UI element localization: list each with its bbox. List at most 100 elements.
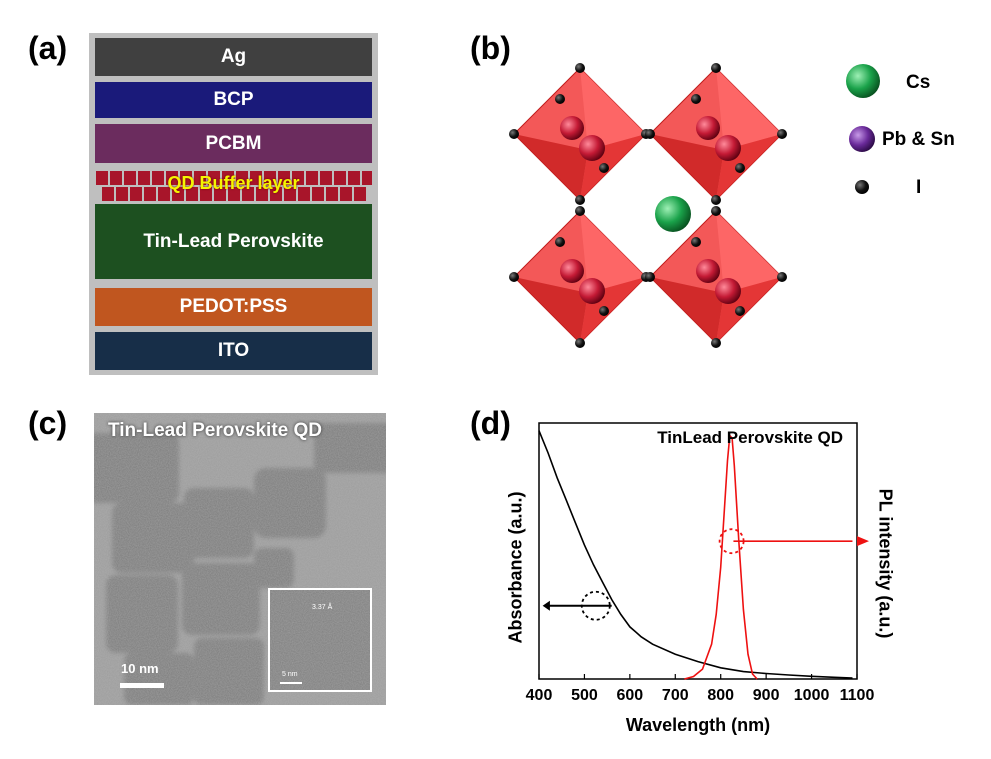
- tem-title: Tin-Lead Perovskite QD: [108, 420, 322, 441]
- plot-frame: [538, 422, 858, 680]
- qd-block: [194, 171, 206, 185]
- qd-block: [208, 171, 220, 185]
- qd-block: [340, 187, 352, 201]
- qd-block: [130, 187, 142, 201]
- qd-block: [348, 171, 360, 185]
- layer-pedot-pss: PEDOT:PSS: [95, 288, 372, 326]
- qd-block: [306, 171, 318, 185]
- legend-cs: Cs: [906, 72, 931, 93]
- octahedron: [645, 63, 787, 205]
- iodine-atom: [555, 237, 565, 247]
- qd-block: [116, 187, 128, 201]
- iodine-atom: [509, 272, 519, 282]
- octahedron: [509, 206, 651, 348]
- qd-block: [110, 171, 122, 185]
- qd-block: [312, 187, 324, 201]
- scale-bar-label: 10 nm: [121, 661, 159, 676]
- legend-pb-sn: Pb & Sn: [882, 129, 955, 150]
- black-sphere-icon: [855, 180, 869, 194]
- y-axis-title-right: PL intensity (a.u.): [875, 488, 896, 639]
- iodine-atom: [599, 306, 609, 316]
- iodine-atom: [645, 129, 655, 139]
- iodine-atom: [711, 63, 721, 73]
- qd-block: [96, 171, 108, 185]
- x-tick-label: 800: [707, 687, 734, 704]
- qd-block: [270, 187, 282, 201]
- iodine-atom: [777, 129, 787, 139]
- iodine-atom: [711, 206, 721, 216]
- iodine-atom: [575, 206, 585, 216]
- qd-block: [166, 171, 178, 185]
- metal-atom: [560, 259, 584, 283]
- scale-bar: [120, 683, 164, 688]
- qd-block: [278, 171, 290, 185]
- panel-label-a: (a): [28, 30, 68, 66]
- qd-block: [298, 187, 310, 201]
- iodine-atom: [599, 163, 609, 173]
- metal-atom: [715, 278, 741, 304]
- iodine-atom: [711, 338, 721, 348]
- qd-block: [284, 187, 296, 201]
- qd-block: [228, 187, 240, 201]
- metal-atom: [560, 116, 584, 140]
- x-axis-title: Wavelength (nm): [626, 715, 770, 735]
- qd-block: [326, 187, 338, 201]
- layer-perovskite: Tin-Lead Perovskite: [95, 204, 372, 279]
- qd-block: [250, 171, 262, 185]
- qd-block: [214, 187, 226, 201]
- qd-block: [138, 171, 150, 185]
- x-tick-label: 700: [662, 687, 689, 704]
- qd-block: [292, 171, 304, 185]
- iodine-atom: [645, 272, 655, 282]
- qd-block: [334, 171, 346, 185]
- inset-scale-label: 5 nm: [282, 671, 298, 678]
- qd-block: [152, 171, 164, 185]
- x-tick-label: 500: [571, 687, 598, 704]
- device-stack: Ag BCP PCBM QD Buffer layer Tin-Lead Per…: [89, 33, 378, 375]
- metal-atom: [696, 259, 720, 283]
- panel-label-c: (c): [28, 405, 68, 441]
- chart-title: TinLead Perovskite QD: [657, 428, 843, 447]
- panel-label-b: (b): [470, 30, 511, 66]
- metal-atom: [579, 135, 605, 161]
- legend-i: I: [916, 177, 922, 198]
- iodine-atom: [777, 272, 787, 282]
- green-sphere-icon: [846, 64, 880, 98]
- metal-atom: [715, 135, 741, 161]
- layer-qd-buffer: QD Buffer layer: [167, 173, 300, 193]
- octahedron: [509, 63, 651, 205]
- qd-block: [124, 171, 136, 185]
- iodine-atom: [735, 306, 745, 316]
- qd-block: [186, 187, 198, 201]
- cs-atom: [655, 196, 691, 232]
- x-tick-label: 1000: [794, 687, 830, 704]
- series-line-absorbance: [538, 430, 853, 679]
- iodine-atom: [711, 195, 721, 205]
- layer-ito: ITO: [95, 332, 372, 370]
- qd-block: [172, 187, 184, 201]
- x-tick-label: 900: [753, 687, 780, 704]
- tem-image: 3.37 Å 5 nm 10 nm: [94, 413, 386, 705]
- layer-bcp: BCP: [95, 82, 372, 118]
- iodine-atom: [575, 63, 585, 73]
- series-line-pl: [684, 433, 758, 680]
- x-tick-label: 600: [617, 687, 644, 704]
- qd-block: [242, 187, 254, 201]
- iodine-atom: [575, 338, 585, 348]
- iodine-atom: [575, 195, 585, 205]
- x-tick-label: 400: [526, 687, 553, 704]
- metal-atom: [579, 278, 605, 304]
- pl-arrowhead: [857, 536, 869, 547]
- qd-block: [320, 171, 332, 185]
- qd-block: [236, 171, 248, 185]
- qd-block: [158, 187, 170, 201]
- purple-sphere-icon: [849, 126, 875, 152]
- layer-pcbm: PCBM: [95, 124, 372, 163]
- iodine-atom: [691, 237, 701, 247]
- qd-block: [362, 171, 372, 185]
- qd-block: [200, 187, 212, 201]
- qd-block: [180, 171, 192, 185]
- qd-block: [144, 187, 156, 201]
- spectra-chart: 400 500 600 700 800 900 1000 1100 TinLead Perov…: [526, 422, 874, 735]
- perovskite-structure: [509, 63, 787, 348]
